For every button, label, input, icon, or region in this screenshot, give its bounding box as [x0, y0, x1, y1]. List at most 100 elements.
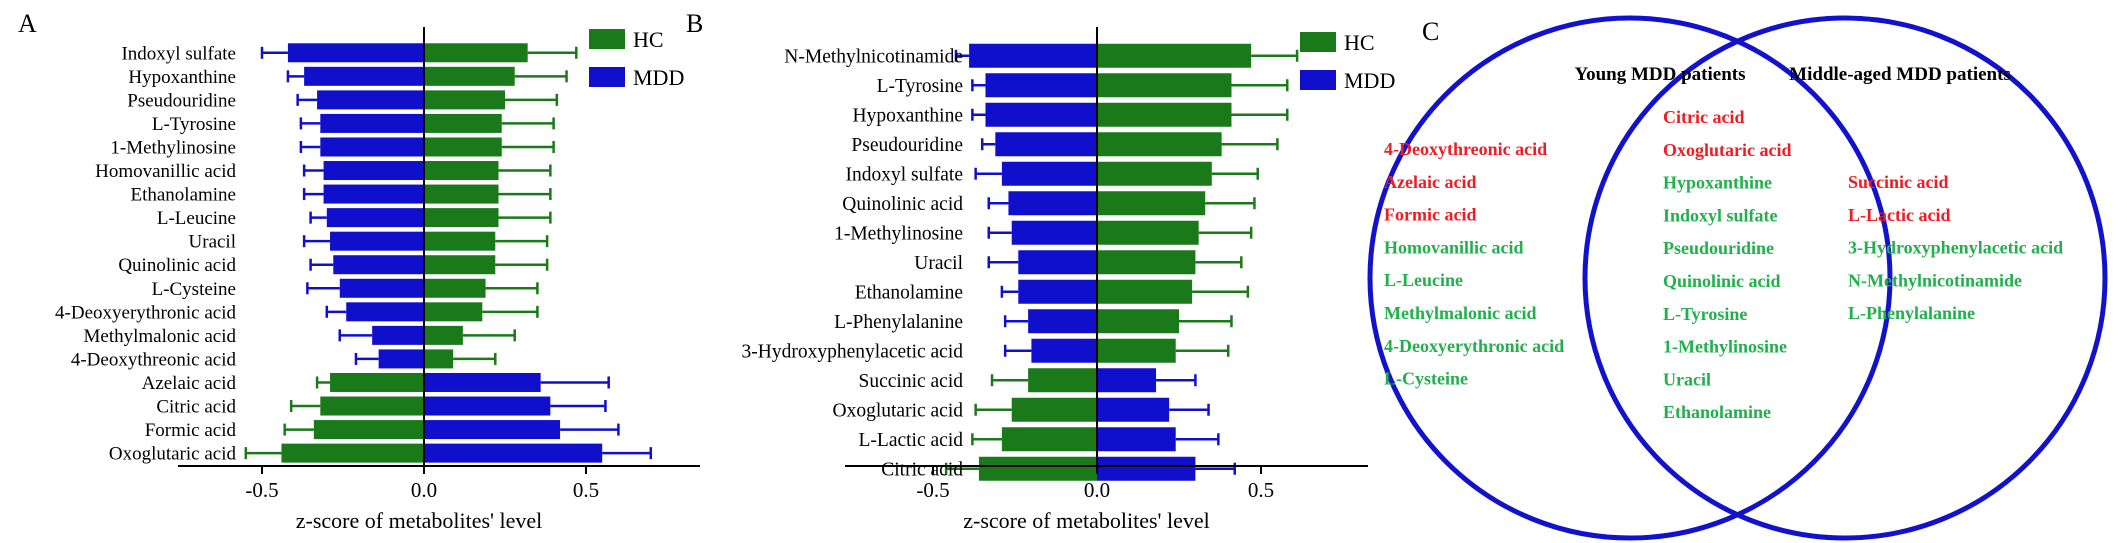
panel-a-bar-hc-indoxyl-sulfate [424, 43, 528, 63]
panel-a-bar-mdd-hypoxanthine [304, 66, 424, 86]
venn-title-middle-aged: Middle-aged MDD patients [1789, 64, 2011, 85]
panel-b-bar-hc-ethanolamine [1097, 279, 1193, 304]
venn-overlap-item: Quinolinic acid [1663, 271, 1781, 291]
panel-a-bar-hc-quinolinic-acid [424, 255, 496, 275]
panel-b-bar-mdd-uracil [1018, 250, 1097, 275]
panel-a-category-label: L-Cysteine [152, 279, 236, 300]
panel-b-bar-hc-indoxyl-sulfate [1097, 161, 1212, 186]
panel-b-category-label: Pseudouridine [851, 135, 963, 156]
panel-b-category-label: Citric acid [881, 459, 963, 480]
venn-overlap-item: L-Tyrosine [1663, 304, 1747, 324]
panel-a-bar-mdd-pseudouridine [317, 90, 424, 110]
panel-a-category-label: Formic acid [145, 420, 237, 441]
panel-a-category-label: 4-Deoxythreonic acid [71, 349, 237, 370]
panel-b-category-label: Succinic acid [859, 371, 964, 392]
panel-a-legend-swatch-hc [589, 29, 625, 49]
panel-a-category-label: 1-Methylinosine [110, 137, 236, 158]
venn-title-young: Young MDD patients [1574, 64, 1745, 85]
panel-a-bar-hc-pseudouridine [424, 90, 505, 110]
panel-b-bar-mdd-quinolinic-acid [1008, 191, 1097, 216]
panel-a-category-label: L-Leucine [157, 208, 236, 229]
panel-b-bar-hc-succinic-acid [1028, 368, 1097, 393]
venn-overlap-item: Ethanolamine [1663, 402, 1771, 422]
panel-a-bar-mdd-indoxyl-sulfate [287, 43, 424, 63]
panel-c-label: C [1422, 17, 1439, 46]
panel-b-bar-hc-l-lactic-acid [1001, 427, 1097, 452]
panel-b-bar-mdd-l-lactic-acid [1097, 427, 1176, 452]
panel-a-legend-label-hc: HC [633, 27, 664, 52]
panel-b-bar-mdd-citric-acid [1097, 456, 1196, 481]
panel-b-category-label: Ethanolamine [855, 282, 963, 303]
panel-b-bar-mdd-succinic-acid [1097, 368, 1157, 393]
panel-a-bar-mdd-quinolinic-acid [333, 255, 424, 275]
panel-a-x-tick-label: -0.5 [245, 478, 278, 502]
venn-right-item: Succinic acid [1848, 172, 1949, 192]
panel-a-bar-mdd-uracil [330, 231, 424, 251]
panel-b-bar-hc-citric-acid [978, 456, 1097, 481]
panel-b-bar-hc-3-hydroxyphenylacetic-acid [1097, 338, 1176, 363]
panel-a-category-label: Uracil [189, 232, 236, 253]
panel-b-legend-label-hc: HC [1344, 30, 1375, 55]
panel-a-x-tick-label: 0.0 [411, 478, 437, 502]
panel-a-x-axis-title: z-score of metabolites' level [296, 508, 542, 533]
panel-b-bar-mdd-l-tyrosine [985, 73, 1097, 98]
panel-a-bar-hc-4-deoxythreonic-acid [424, 349, 454, 369]
panel-b-bar-hc-1-methylinosine [1097, 220, 1199, 245]
panel-a-category-label: Quinolinic acid [118, 255, 236, 276]
venn-right-item: L-Lactic acid [1848, 205, 1950, 225]
venn-overlap-item: Hypoxanthine [1663, 173, 1772, 193]
venn-circle-young [1367, 15, 1893, 541]
panel-a-category-label: Hypoxanthine [128, 67, 236, 88]
panel-b-bar-mdd-indoxyl-sulfate [1001, 161, 1097, 186]
panel-b-bar-mdd-ethanolamine [1018, 279, 1097, 304]
panel-a-label: A [18, 9, 37, 38]
panel-a-x-tick-label: 0.5 [573, 478, 599, 502]
panel-a-bar-mdd-ethanolamine [323, 184, 424, 204]
panel-a-bar-mdd-1-methylinosine [320, 137, 424, 157]
panel-a-bar-hc-l-cysteine [424, 278, 486, 298]
panel-a-bar-hc-oxoglutaric-acid [281, 443, 424, 463]
venn-left-item: L-Leucine [1384, 270, 1463, 290]
panel-a-bar-mdd-formic-acid [424, 420, 561, 440]
panel-a-bar-hc-citric-acid [320, 396, 424, 416]
panel-b-category-label: Uracil [914, 253, 963, 274]
panel-a-category-label: Homovanillic acid [95, 161, 236, 182]
panel-b-bar-hc-uracil [1097, 250, 1196, 275]
venn-left-item: Azelaic acid [1384, 172, 1476, 192]
panel-b-category-label: L-Tyrosine [877, 76, 963, 97]
panel-b-category-label: 3-Hydroxyphenylacetic acid [742, 341, 964, 362]
panel-a-category-label: Methylmalonic acid [84, 326, 237, 347]
panel-b-category-label: L-Phenylalanine [834, 312, 963, 333]
venn-overlap-item: Uracil [1663, 369, 1711, 389]
panel-b-category-label: Hypoxanthine [853, 105, 963, 126]
panel-b-x-tick-label: 0.0 [1084, 478, 1110, 502]
panel-b-bar-hc-oxoglutaric-acid [1011, 397, 1097, 422]
panel-a-bar-hc-l-tyrosine [424, 113, 502, 133]
panel-b-x-tick-label: -0.5 [916, 478, 949, 502]
panel-a-bar-hc-hypoxanthine [424, 66, 515, 86]
panel-b-bar-mdd-3-hydroxyphenylacetic-acid [1031, 338, 1097, 363]
venn-left-item: Methylmalonic acid [1384, 303, 1536, 323]
venn-right-item: L-Phenylalanine [1848, 303, 1975, 323]
venn-left-item: Formic acid [1384, 205, 1476, 225]
panel-a-category-label: Oxoglutaric acid [109, 444, 237, 465]
panel-a-bar-mdd-methylmalonic-acid [372, 325, 424, 345]
venn-overlap-item: Pseudouridine [1663, 238, 1774, 258]
panel-b-bar-mdd-pseudouridine [995, 132, 1097, 157]
panel-a-bar-hc-methylmalonic-acid [424, 325, 463, 345]
panel-b-bar-hc-l-phenylalanine [1097, 309, 1179, 334]
panel-a-category-label: 4-Deoxyerythronic acid [55, 302, 236, 323]
panel-a-category-label: Pseudouridine [127, 90, 236, 111]
panel-b-bar-hc-hypoxanthine [1097, 102, 1232, 127]
panel-a-bar-mdd-4-deoxythreonic-acid [378, 349, 424, 369]
panel-b-category-label: Oxoglutaric acid [833, 400, 964, 421]
panel-b-bar-hc-l-tyrosine [1097, 73, 1232, 98]
venn-circle-middle-aged [1582, 15, 2108, 541]
panel-a-category-label: Indoxyl sulfate [121, 43, 236, 64]
panel-a-bar-mdd-4-deoxyerythronic-acid [346, 302, 424, 322]
venn-overlap-item: Oxoglutaric acid [1663, 140, 1792, 160]
panel-a-category-label: L-Tyrosine [152, 114, 236, 135]
panel-a-bar-hc-homovanillic-acid [424, 161, 499, 181]
venn-left-item: 4-Deoxythreonic acid [1384, 139, 1547, 159]
panel-a-bar-mdd-l-tyrosine [320, 113, 424, 133]
